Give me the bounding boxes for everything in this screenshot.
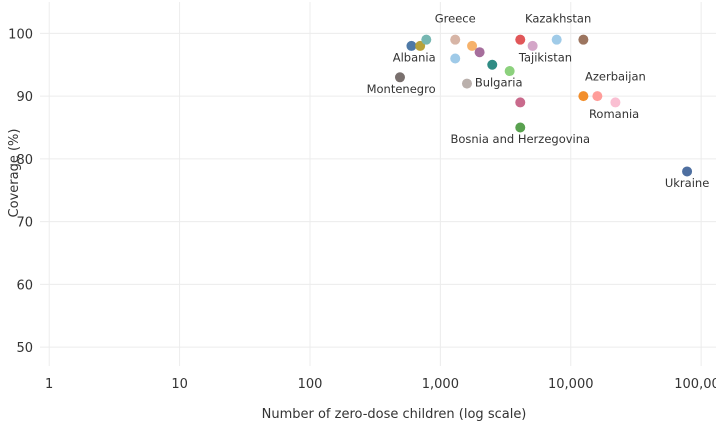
y-tick-label: 100 bbox=[8, 27, 33, 42]
data-point bbox=[461, 78, 472, 89]
x-axis-title: Number of zero-dose children (log scale) bbox=[262, 407, 527, 422]
point-label: Bulgaria bbox=[475, 76, 523, 90]
data-point bbox=[515, 34, 526, 45]
point-label: Bosnia and Herzegovina bbox=[450, 132, 590, 146]
x-axis-ticks: 1 10 100 1,000 10,000 100,000 bbox=[45, 377, 716, 392]
data-point bbox=[450, 34, 461, 45]
y-tick-label: 70 bbox=[16, 216, 33, 231]
data-point bbox=[487, 59, 498, 70]
y-tick-label: 80 bbox=[16, 153, 33, 168]
data-point bbox=[474, 47, 485, 58]
point-label: Montenegro bbox=[367, 82, 436, 96]
data-point bbox=[450, 53, 461, 64]
y-tick-label: 90 bbox=[16, 90, 33, 105]
data-point bbox=[551, 34, 562, 45]
point-label: Ukraine bbox=[665, 176, 709, 190]
data-point bbox=[682, 166, 693, 177]
y-axis-title: Coverage (%) bbox=[7, 129, 22, 218]
data-point bbox=[578, 34, 589, 45]
data-point bbox=[578, 91, 589, 102]
point-label: Romania bbox=[589, 107, 639, 121]
gridlines bbox=[40, 2, 716, 366]
data-point bbox=[406, 40, 417, 51]
x-tick-label: 1,000 bbox=[422, 377, 459, 392]
data-point bbox=[515, 122, 526, 133]
point-label: Tajikistan bbox=[518, 51, 572, 65]
data-point bbox=[504, 66, 515, 77]
data-point bbox=[515, 97, 526, 108]
data-point bbox=[421, 34, 432, 45]
data-point bbox=[592, 91, 603, 102]
x-tick-label: 10 bbox=[171, 377, 188, 392]
point-label: Kazakhstan bbox=[525, 12, 591, 26]
y-tick-label: 60 bbox=[16, 278, 33, 293]
point-label: Albania bbox=[393, 51, 436, 65]
point-label: Azerbaijan bbox=[585, 69, 646, 83]
x-tick-label: 1 bbox=[45, 377, 53, 392]
data-points bbox=[394, 34, 693, 177]
x-tick-label: 10,000 bbox=[548, 377, 594, 392]
data-point bbox=[610, 97, 621, 108]
point-annotations: Greece Kazakhstan Albania Tajikistan Montene… bbox=[367, 12, 710, 190]
data-point bbox=[394, 72, 405, 83]
y-tick-label: 50 bbox=[16, 341, 33, 356]
x-tick-label: 100,000 bbox=[674, 377, 716, 392]
point-label: Greece bbox=[435, 12, 476, 26]
data-point bbox=[467, 40, 478, 51]
data-point bbox=[527, 40, 538, 51]
x-tick-label: 100 bbox=[298, 377, 323, 392]
y-axis-ticks: 50 60 70 80 90 100 bbox=[8, 27, 33, 356]
data-point bbox=[415, 40, 426, 51]
